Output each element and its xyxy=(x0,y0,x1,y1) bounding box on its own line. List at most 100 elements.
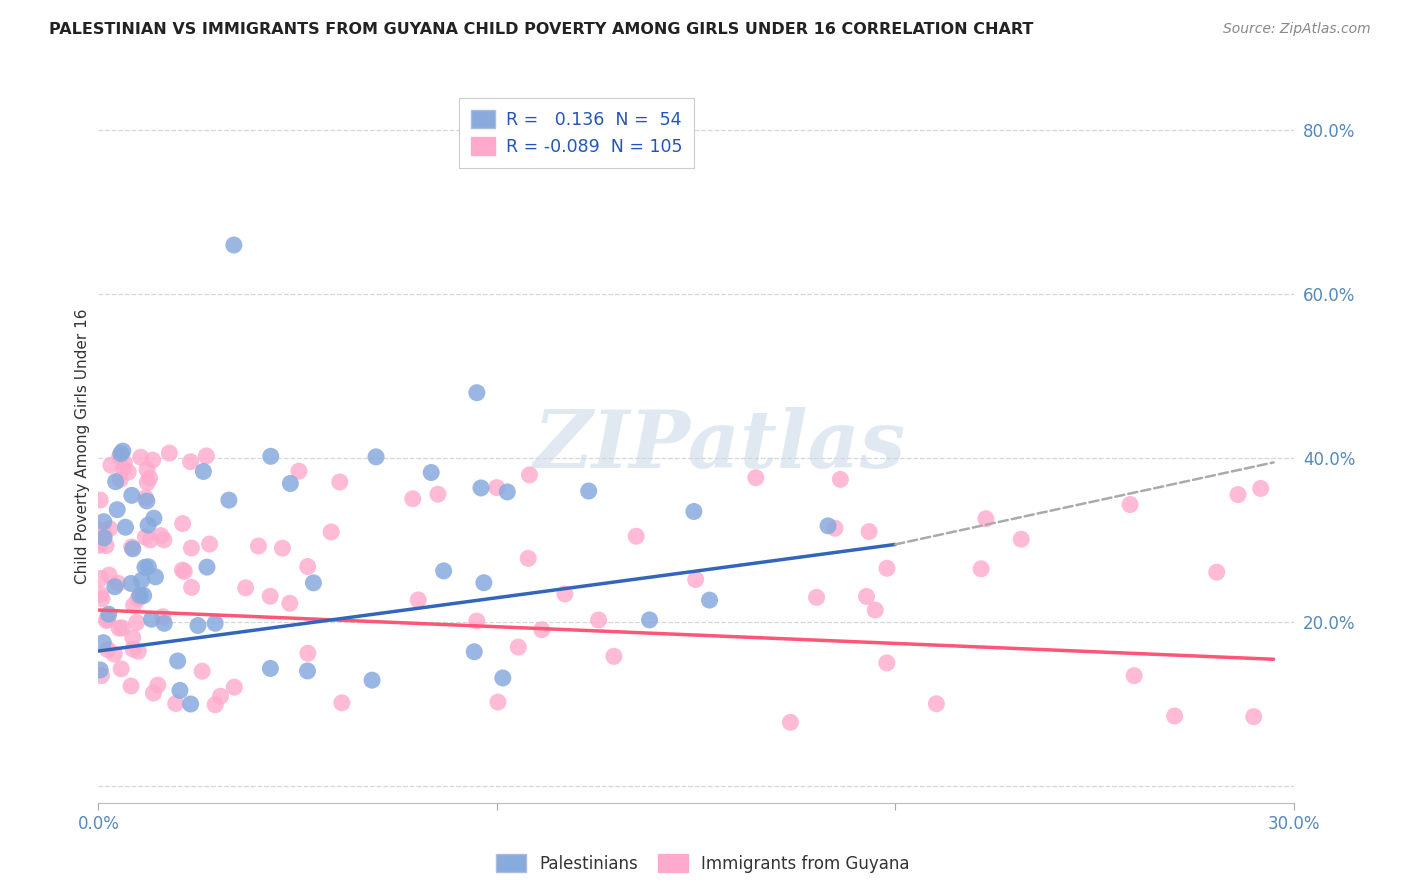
Point xyxy=(180,455,202,469)
Point xyxy=(135,491,157,505)
Point xyxy=(172,516,194,531)
Point xyxy=(486,695,509,709)
Point xyxy=(288,464,311,478)
Point xyxy=(108,621,131,635)
Point xyxy=(224,680,246,694)
Point xyxy=(247,539,270,553)
Point xyxy=(420,466,443,480)
Point xyxy=(517,551,540,566)
Point xyxy=(195,560,218,574)
Point xyxy=(496,484,519,499)
Legend: R =   0.136  N =  54, R = -0.089  N = 105: R = 0.136 N = 54, R = -0.089 N = 105 xyxy=(458,98,695,169)
Point xyxy=(107,576,129,591)
Point xyxy=(260,450,283,464)
Point xyxy=(361,673,384,688)
Point xyxy=(127,644,149,658)
Point xyxy=(120,576,142,591)
Point xyxy=(638,613,661,627)
Point xyxy=(519,467,541,482)
Point xyxy=(402,491,425,506)
Point xyxy=(172,563,194,577)
Point xyxy=(104,475,127,489)
Text: PALESTINIAN VS IMMIGRANTS FROM GUYANA CHILD POVERTY AMONG GIRLS UNDER 16 CORRELA: PALESTINIAN VS IMMIGRANTS FROM GUYANA CH… xyxy=(49,22,1033,37)
Point xyxy=(492,671,515,685)
Point xyxy=(297,559,319,574)
Point xyxy=(132,589,155,603)
Point xyxy=(90,587,112,601)
Point xyxy=(139,533,162,547)
Legend: Palestinians, Immigrants from Guyana: Palestinians, Immigrants from Guyana xyxy=(489,847,917,880)
Point xyxy=(1243,709,1265,723)
Point xyxy=(89,493,111,508)
Point xyxy=(180,697,202,711)
Point xyxy=(204,698,226,712)
Point xyxy=(297,646,319,660)
Point xyxy=(89,538,111,552)
Point xyxy=(129,450,152,465)
Point xyxy=(180,541,202,555)
Point xyxy=(121,540,143,554)
Point xyxy=(153,533,176,547)
Point xyxy=(235,581,257,595)
Point xyxy=(169,683,191,698)
Point xyxy=(329,475,352,489)
Point xyxy=(105,502,128,516)
Point xyxy=(830,472,852,486)
Point xyxy=(96,614,118,628)
Point xyxy=(114,520,136,534)
Point xyxy=(817,519,839,533)
Point xyxy=(433,564,456,578)
Point xyxy=(1119,498,1142,512)
Point xyxy=(136,518,159,533)
Point xyxy=(554,587,576,601)
Point xyxy=(588,613,610,627)
Point xyxy=(128,591,150,605)
Point xyxy=(142,453,165,467)
Point xyxy=(271,541,294,556)
Point xyxy=(426,487,449,501)
Point xyxy=(149,528,172,542)
Point xyxy=(98,568,121,582)
Point xyxy=(108,450,131,464)
Point xyxy=(121,631,143,645)
Point xyxy=(530,623,553,637)
Point xyxy=(108,472,131,486)
Point xyxy=(485,481,508,495)
Point xyxy=(100,458,122,472)
Point xyxy=(297,664,319,678)
Point xyxy=(142,686,165,700)
Point xyxy=(865,603,887,617)
Point xyxy=(136,559,159,574)
Point xyxy=(94,539,117,553)
Point xyxy=(198,537,221,551)
Point xyxy=(165,697,187,711)
Point xyxy=(302,575,325,590)
Point xyxy=(1250,482,1272,496)
Point xyxy=(364,450,387,464)
Point xyxy=(111,621,134,635)
Point xyxy=(508,640,530,654)
Point xyxy=(145,570,167,584)
Point xyxy=(463,645,485,659)
Text: ZIPatlas: ZIPatlas xyxy=(534,408,905,484)
Point xyxy=(121,541,143,556)
Point xyxy=(135,494,157,508)
Point xyxy=(152,609,174,624)
Point xyxy=(173,565,195,579)
Point xyxy=(97,642,120,657)
Point xyxy=(1163,709,1185,723)
Point xyxy=(683,504,706,518)
Point xyxy=(87,523,110,537)
Point xyxy=(121,488,143,502)
Point xyxy=(89,534,111,549)
Point xyxy=(117,465,139,479)
Point xyxy=(1226,487,1249,501)
Point xyxy=(321,524,343,539)
Point xyxy=(98,522,121,536)
Point xyxy=(470,481,492,495)
Point xyxy=(134,530,156,544)
Point xyxy=(136,462,159,476)
Point xyxy=(134,560,156,574)
Point xyxy=(136,475,159,490)
Point xyxy=(699,593,721,607)
